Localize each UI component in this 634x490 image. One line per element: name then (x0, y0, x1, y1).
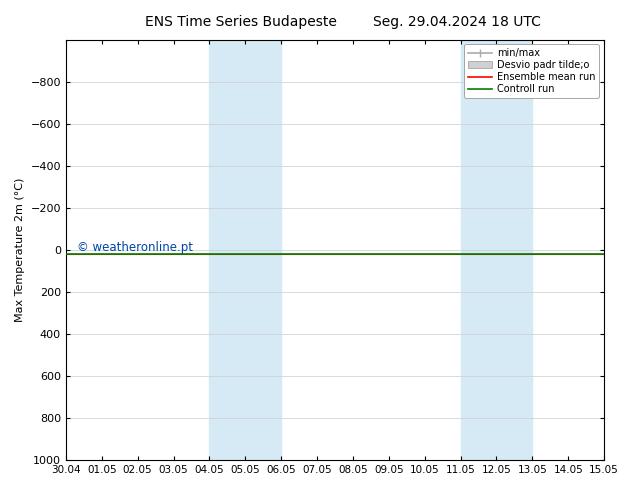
Text: ENS Time Series Budapeste: ENS Time Series Budapeste (145, 15, 337, 29)
Legend: min/max, Desvio padr tilde;o, Ensemble mean run, Controll run: min/max, Desvio padr tilde;o, Ensemble m… (464, 45, 599, 98)
Bar (461, 40, 533, 460)
Y-axis label: Max Temperature 2m (°C): Max Temperature 2m (°C) (15, 178, 25, 322)
Text: Seg. 29.04.2024 18 UTC: Seg. 29.04.2024 18 UTC (373, 15, 540, 29)
Bar (209, 40, 281, 460)
Text: © weatheronline.pt: © weatheronline.pt (77, 241, 193, 254)
